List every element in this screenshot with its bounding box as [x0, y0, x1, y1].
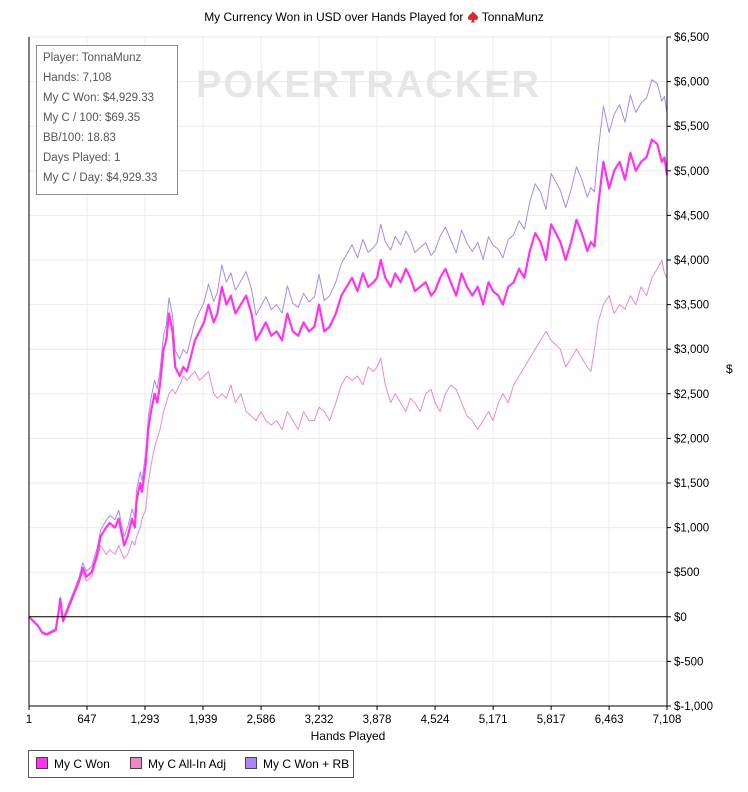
y-tick-labels: $-1,000 $-500 $0 $500 $1,000 $1,500 $2,000 $2,5… [674, 32, 713, 713]
stats-days: Days Played: 1 [43, 152, 121, 164]
x-tick-label: 4,524 [421, 714, 450, 726]
legend-swatch-my-c-won [36, 757, 48, 769]
chart-title-prefix: My Currency Won in USD over Hands Played… [204, 10, 464, 24]
legend-swatch-all-in-adj [130, 757, 142, 769]
legend-label-won-rb: My C Won + RB [263, 757, 350, 771]
series-line-my-c-all-in-adj [28, 259, 668, 636]
stats-bb-100: BB/100: 18.83 [43, 132, 116, 144]
y-tick-label: $4,000 [674, 255, 709, 267]
y-tick-label: $1,500 [674, 478, 709, 490]
x-tick-label: 5,171 [479, 714, 508, 726]
legend-item-all-in-adj[interactable]: My C All-In Adj [130, 757, 226, 771]
x-tick-label: 6,463 [595, 714, 624, 726]
y-tick-label: $6,000 [674, 77, 709, 89]
x-axis-label: Hands Played [310, 729, 386, 743]
y-tick-label: $0 [674, 612, 687, 624]
x-tick-labels: 1 647 1,293 1,939 2,586 3,232 3,878 4,524 5,171 5… [26, 714, 682, 726]
spade-icon [467, 11, 478, 23]
y-tick-label: $-1,000 [674, 701, 713, 713]
y-tick-label: $4,500 [674, 210, 709, 222]
x-tick-label: 1,939 [189, 714, 218, 726]
y-tick-label: $2,500 [674, 389, 709, 401]
y-tick-label: $2,000 [674, 433, 709, 445]
y-tick-label: $6,500 [674, 32, 709, 44]
series-line-my-c-won [28, 138, 669, 636]
stats-hands: Hands: 7,108 [43, 72, 112, 84]
legend-item-my-c-won[interactable]: My C Won [36, 757, 110, 771]
x-tick-label: 2,586 [247, 714, 276, 726]
stats-per-100: My C / 100: $69.35 [43, 112, 141, 124]
x-tick-label: 3,232 [305, 714, 334, 726]
axes [28, 36, 671, 710]
chart-title: My Currency Won in USD over Hands Played… [0, 10, 748, 24]
x-tick-label: 647 [77, 714, 96, 726]
x-tick-label: 3,878 [363, 714, 392, 726]
y-tick-label: $3,500 [674, 300, 709, 312]
x-tick-label: 5,817 [537, 714, 566, 726]
x-tick-label: 1 [26, 714, 32, 726]
legend-swatch-won-rb [245, 757, 257, 769]
y-tick-label: $3,000 [674, 344, 709, 356]
legend-item-won-rb[interactable]: My C Won + RB [245, 757, 349, 771]
y-tick-label: $5,500 [674, 121, 709, 133]
y-axis-label: $ [726, 362, 733, 376]
stats-player: Player: TonnaMunz [43, 52, 142, 64]
y-tick-label: $1,000 [674, 523, 709, 535]
stats-won: My C Won: $4,929.33 [43, 92, 155, 104]
stats-per-day: My C / Day: $4,929.33 [43, 172, 158, 184]
legend-label-all-in-adj: My C All-In Adj [148, 757, 227, 771]
y-tick-label: $-500 [674, 656, 703, 668]
x-tick-label: 7,108 [653, 714, 682, 726]
chart-title-player: TonnaMunz [481, 10, 544, 24]
x-tick-label: 1,293 [131, 714, 160, 726]
stats-box: Player: TonnaMunz Hands: 7,108 My C Won:… [36, 45, 178, 195]
y-tick-label: $5,000 [674, 166, 709, 178]
pokertracker-watermark: POKERTRACKER [196, 64, 541, 106]
legend-label-my-c-won: My C Won [54, 757, 110, 771]
y-tick-label: $500 [674, 567, 700, 579]
series-lines [28, 79, 669, 636]
legend: My C Won My C All-In Adj My C Won + RB [28, 750, 354, 778]
series-line-my-c-won-rb [28, 79, 668, 634]
